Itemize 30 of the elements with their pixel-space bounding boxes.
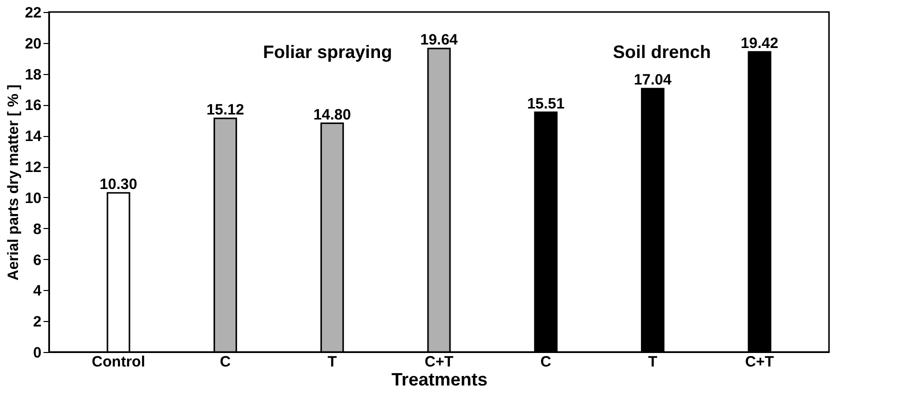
data-label: 19.42: [740, 34, 778, 52]
data-label: 15.51: [527, 95, 565, 112]
x-tick-label: C: [220, 354, 231, 370]
data-label: 15.12: [206, 101, 244, 118]
data-label: 14.80: [313, 106, 351, 124]
x-tick-label: T: [648, 354, 658, 370]
x-axis-title: Treatments: [391, 370, 488, 390]
y-tick-label: 14: [24, 128, 42, 146]
data-label: 17.04: [634, 72, 672, 89]
y-tick-label: 20: [24, 35, 42, 52]
y-tick-label: 0: [33, 344, 42, 362]
y-tick-label: 12: [24, 159, 42, 176]
x-tick-label: C+T: [745, 354, 774, 370]
data-label: 19.64: [420, 31, 458, 48]
x-tick-label: T: [328, 354, 337, 370]
annotation: Foliar spraying: [263, 42, 392, 62]
y-tick-label: 16: [24, 97, 42, 114]
y-tick-label: 2: [33, 314, 42, 331]
x-tick-label: Control: [92, 354, 146, 370]
y-tick-label: 22: [24, 4, 42, 22]
x-tick-label: C: [540, 354, 552, 370]
y-axis-title: Aerial parts dry matter [ % ]: [4, 84, 22, 280]
y-tick-label: 6: [33, 252, 42, 269]
y-tick-label: 10: [24, 190, 42, 207]
annotation: Soil drench: [612, 42, 711, 62]
x-tick-label: C+T: [424, 354, 454, 370]
y-tick-label: 4: [33, 282, 42, 300]
data-label: 10.30: [100, 176, 138, 193]
y-tick-label: 18: [24, 66, 42, 84]
y-tick-label: 8: [33, 220, 42, 238]
